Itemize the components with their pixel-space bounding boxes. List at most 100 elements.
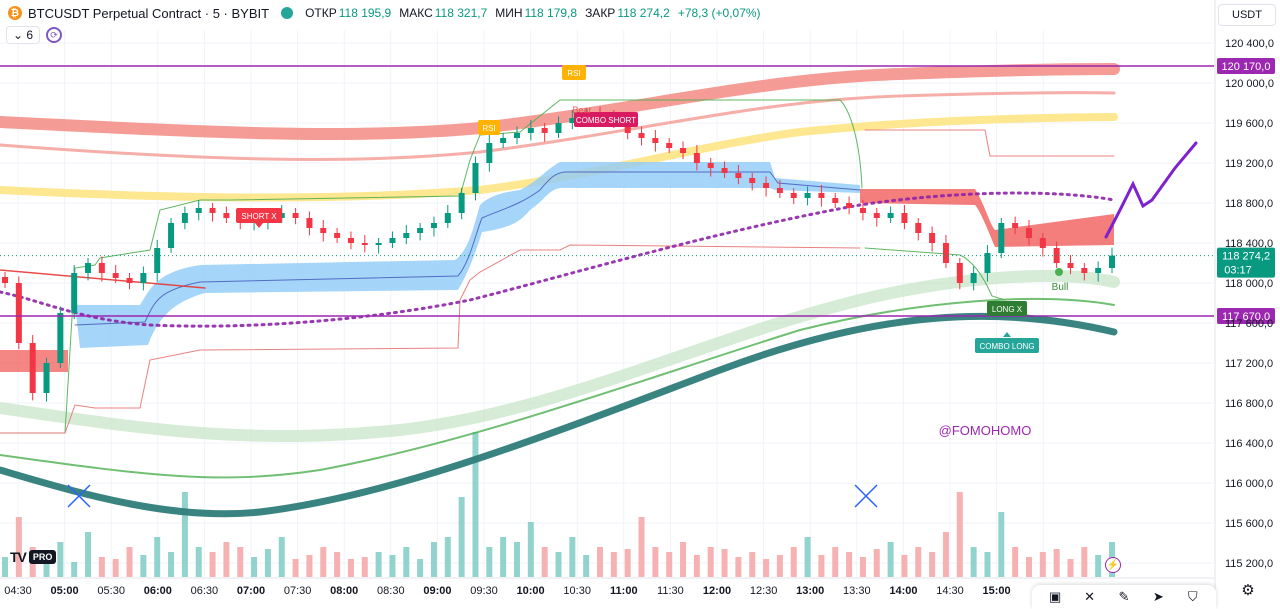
price-tick-label: 115 200,0 — [1225, 558, 1273, 570]
level-top-label: 120 170,0 — [1217, 58, 1275, 74]
stamp-icon[interactable]: ▣ — [1049, 589, 1062, 604]
level-top-label-text: 120 170,0 — [1222, 61, 1271, 73]
blue-band-midline — [74, 171, 861, 326]
long-x-signal: LONG X — [987, 301, 1027, 316]
short-x-signal-bg — [236, 208, 282, 223]
candle-body — [707, 163, 714, 168]
volume-bar — [804, 537, 811, 577]
candle-body — [43, 363, 50, 393]
volume-bar — [735, 557, 742, 577]
time-tick-label: 15:00 — [983, 585, 1011, 597]
volume-bar — [486, 547, 493, 577]
volume-bar — [1081, 547, 1088, 577]
level-top-label-bg — [1217, 58, 1275, 74]
price-tick-label: 118 800,0 — [1225, 198, 1273, 210]
tradingview-logo[interactable]: TV PRO — [10, 548, 57, 566]
currency-button[interactable]: USDT — [1218, 4, 1276, 26]
price-tick-label: 118 400,0 — [1225, 238, 1273, 250]
volume-bar — [112, 559, 119, 577]
volume-bar — [929, 552, 936, 577]
time-tick-label: 14:30 — [936, 585, 964, 597]
shield-icon[interactable]: ⛉ — [1187, 589, 1198, 604]
candle-body — [126, 278, 133, 283]
sync-icon[interactable]: ⟳ — [46, 27, 63, 43]
time-tick-label: 09:30 — [470, 585, 498, 597]
volume-bar — [375, 552, 382, 577]
volume-bar — [790, 547, 797, 577]
candle-body — [942, 243, 949, 263]
candle-body — [887, 213, 894, 218]
volume-bar — [15, 517, 22, 577]
candle-body — [859, 208, 866, 213]
current-price-text: 118 274,2 — [1222, 251, 1270, 263]
candle-body — [195, 208, 202, 213]
volume-bar — [984, 552, 991, 577]
time-axis: 04:30 05:00 05:30 06:00 06:30 07:00 07:30 08:00… — [4, 585, 1046, 597]
long-x-signal-text: LONG X — [992, 305, 1023, 314]
candle-body — [458, 193, 465, 213]
volume-bar — [98, 557, 105, 577]
time-tick-label: 10:30 — [563, 585, 591, 597]
volume-bar — [417, 559, 424, 577]
close-label: ЗАКР — [585, 6, 616, 20]
low-label: МИН — [495, 6, 523, 20]
volume-bar — [998, 512, 1005, 577]
volume-bar — [583, 555, 590, 577]
volume-bar — [195, 547, 202, 577]
volume-bar — [334, 552, 341, 577]
time-tick-label: 04:30 — [4, 585, 32, 597]
rsi-signal-mid-bg — [478, 120, 500, 135]
volume-bar — [2, 557, 8, 577]
channel-red-right — [864, 129, 1115, 157]
volume-bar — [541, 547, 548, 577]
candle-body — [209, 208, 216, 213]
volume-bar — [1012, 547, 1019, 577]
candle-body — [998, 223, 1005, 253]
candle-body — [2, 277, 8, 283]
volume-bar — [306, 555, 313, 577]
candle-body — [334, 233, 341, 238]
symbol-title[interactable]: BTCUSDT Perpetual Contract · 5 · BYBIT — [28, 5, 270, 21]
candle-body — [1039, 238, 1046, 248]
volume-bar — [85, 532, 92, 577]
change-value: +78,3 (+0,07%) — [677, 6, 761, 20]
settings-gear-icon[interactable]: ⚙ — [1241, 582, 1255, 599]
volume-bar — [513, 542, 520, 577]
candle-body — [846, 203, 853, 208]
time-tick-label: 14:00 — [889, 585, 917, 597]
dotted-ma-purple — [0, 191, 1116, 328]
volume-bar — [652, 547, 659, 577]
trend-line-red — [0, 269, 206, 289]
volume-bar — [1025, 557, 1032, 577]
price-tick-label: 116 000,0 — [1225, 478, 1273, 490]
combo-long-signal-text: COMBO LONG — [979, 342, 1034, 351]
volume-bar — [251, 557, 258, 577]
volume-bar — [749, 552, 756, 577]
lightning-icon[interactable]: ⚡ — [1105, 557, 1121, 573]
volume-bar — [444, 537, 451, 577]
close-value: 118 274,2 — [617, 6, 670, 20]
brush-icon[interactable]: ✎ — [1118, 589, 1130, 604]
send-icon[interactable]: ➤ — [1152, 589, 1164, 604]
candle-body — [85, 263, 92, 273]
time-tick-label: 13:00 — [796, 585, 824, 597]
price-tick-label: 119 200,0 — [1225, 158, 1273, 170]
candle-body — [915, 223, 922, 233]
tool-x-icon[interactable]: ✕ — [1084, 589, 1096, 604]
volume-bar — [43, 552, 50, 577]
volume-bar — [361, 557, 368, 577]
volume-bar — [278, 537, 285, 577]
volume-bar — [154, 537, 161, 577]
candlesticks — [2, 106, 1115, 402]
cross-marker-icon — [854, 484, 878, 508]
candle-body — [15, 283, 22, 343]
volume-bar — [71, 562, 78, 577]
indicator-count: 6 — [26, 28, 34, 42]
price-tick-label: 116 800,0 — [1225, 398, 1273, 410]
candle-body — [168, 223, 175, 248]
indicators-toggle[interactable]: ⌄ 6 — [6, 26, 41, 44]
candle-body — [1067, 263, 1074, 268]
low-value: 118 179,8 — [524, 6, 578, 20]
